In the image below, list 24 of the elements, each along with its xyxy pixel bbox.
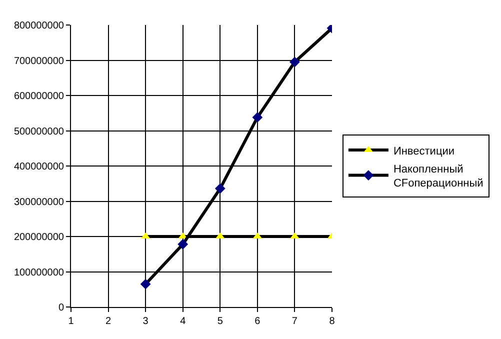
y-tick-label: 200000000 — [14, 232, 64, 243]
point — [252, 112, 263, 123]
point — [214, 183, 226, 194]
x-tick-label: 7 — [292, 316, 298, 327]
x-tick-label: 4 — [180, 316, 186, 327]
legend-label: Инвестиции — [393, 145, 455, 158]
y-tick-label: 300000000 — [14, 196, 64, 208]
x-tick-label: 5 — [217, 316, 224, 327]
x-tick-label: 6 — [254, 316, 261, 327]
y-tick-label: 400000000 — [14, 162, 64, 172]
y-tick-label: 100000000 — [14, 267, 64, 278]
y-tick-label: 600000000 — [14, 91, 64, 102]
point — [178, 239, 188, 250]
x-tick-label: 2 — [106, 316, 112, 327]
x-tick-label: 3 — [142, 316, 149, 327]
point — [140, 278, 151, 290]
y-tick-label: 500000000 — [14, 126, 64, 138]
y-tick-label: 700000000 — [14, 56, 64, 67]
x-tick-label: 1 — [68, 316, 74, 327]
point — [290, 56, 300, 68]
legend-label: Накопленный CFоперационный — [393, 163, 484, 190]
x-tick-label: 8 — [329, 316, 336, 327]
y-tick-label: 800000000 — [14, 20, 64, 32]
y-tick-label: 0 — [58, 302, 64, 314]
